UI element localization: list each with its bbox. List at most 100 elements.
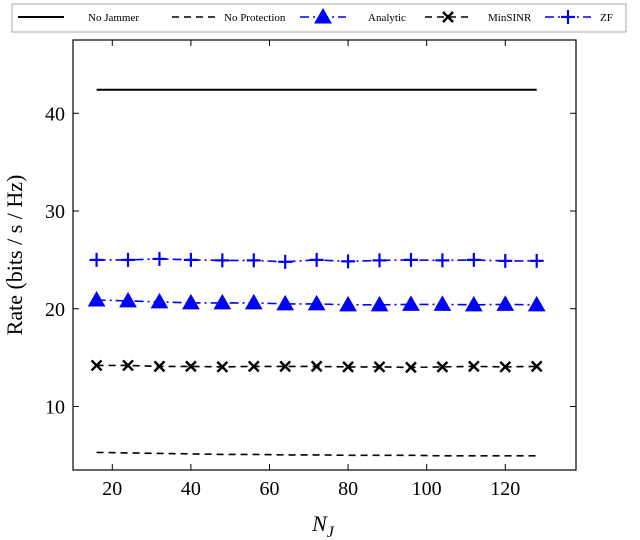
- data-point-analytic: [496, 295, 515, 311]
- data-point-zf: [152, 251, 167, 266]
- data-point-zf: [529, 253, 544, 268]
- x-marker-stroke-b: [442, 11, 454, 23]
- data-point-analytic: [244, 293, 263, 310]
- series-line-analytic: [96, 299, 537, 306]
- data-point-minsinr: [279, 360, 292, 373]
- data-point-zf: [89, 252, 104, 267]
- x-marker-stroke-b: [279, 360, 292, 373]
- data-point-zf: [403, 252, 418, 267]
- legend-label-no-jammer: No Jammer: [88, 12, 139, 24]
- series-line-zf: [96, 258, 537, 263]
- legend-entry-minsinr: MinSINR: [425, 11, 532, 24]
- x-axis-label: NJ: [311, 511, 335, 540]
- data-point-zf: [372, 253, 387, 268]
- data-point-minsinr: [530, 360, 543, 373]
- legend-marker-analytic: [314, 7, 332, 24]
- series-no-protection: [96, 451, 537, 457]
- legend-label-no-protection: No Protection: [224, 12, 286, 24]
- data-point-analytic: [307, 294, 326, 311]
- series-line-no-protection: [96, 451, 537, 457]
- data-point-analytic: [339, 295, 357, 312]
- data-point-analytic: [402, 295, 420, 311]
- x-marker-stroke-b: [185, 360, 197, 373]
- data-point-zf: [466, 252, 481, 267]
- x-tick-label: 20: [102, 478, 122, 500]
- x-marker-stroke-b: [216, 361, 229, 373]
- axis-ticks: 20 40 60 80 100 120 10 20 30 40: [45, 40, 576, 500]
- series-group: [87, 88, 546, 457]
- data-point-minsinr: [247, 360, 260, 373]
- series-analytic: [87, 290, 546, 312]
- x-marker-stroke-b: [310, 360, 323, 373]
- data-point-minsinr: [90, 359, 103, 372]
- legend-entry-no-jammer: No Jammer: [18, 12, 139, 24]
- data-point-analytic: [213, 293, 232, 310]
- y-tick-label: 40: [45, 103, 65, 125]
- x-marker-stroke-b: [530, 360, 543, 373]
- legend: No Jammer No Protection Analytic MinSINR ZF: [11, 3, 627, 33]
- data-point-minsinr: [467, 360, 480, 373]
- data-point-zf: [498, 253, 513, 268]
- x-marker-stroke-b: [90, 359, 103, 372]
- legend-marker-zf: [561, 10, 575, 24]
- legend-entry-zf: ZF: [545, 10, 613, 24]
- y-axis-label: Rate (bits / s / Hz): [2, 175, 27, 336]
- data-point-zf: [341, 254, 356, 269]
- x-tick-label: 80: [338, 478, 358, 500]
- data-point-zf: [121, 252, 136, 267]
- data-point-analytic: [276, 294, 295, 311]
- x-marker-stroke-b: [499, 361, 512, 373]
- data-point-zf: [278, 254, 293, 269]
- data-point-minsinr: [405, 361, 417, 374]
- data-point-zf: [435, 253, 450, 268]
- x-marker-stroke-b: [436, 361, 449, 373]
- data-point-minsinr: [342, 361, 354, 373]
- data-point-zf: [183, 252, 198, 267]
- x-marker-stroke-b: [122, 359, 134, 372]
- data-point-analytic: [464, 295, 483, 312]
- legend-marker-minsinr: [442, 11, 454, 23]
- data-point-minsinr: [436, 361, 449, 373]
- legend-entry-no-protection: No Protection: [172, 12, 286, 24]
- data-point-minsinr: [153, 360, 166, 373]
- x-axis-label-main: N: [311, 511, 328, 536]
- legend-label-zf: ZF: [600, 12, 613, 24]
- x-tick-label: 120: [490, 478, 520, 500]
- data-point-minsinr: [216, 361, 229, 373]
- data-point-zf: [309, 252, 324, 267]
- data-point-analytic: [150, 292, 169, 309]
- legend-label-analytic: Analytic: [368, 12, 406, 24]
- x-axis-label-subscript: J: [327, 524, 335, 540]
- data-point-minsinr: [185, 360, 197, 373]
- x-marker-stroke-b: [342, 361, 354, 373]
- data-point-minsinr: [310, 360, 323, 373]
- data-point-analytic: [119, 291, 137, 308]
- data-point-analytic: [527, 295, 546, 312]
- data-point-analytic: [182, 293, 200, 310]
- y-tick-label: 20: [45, 299, 65, 321]
- data-point-minsinr: [373, 361, 386, 373]
- x-marker-stroke-b: [373, 361, 386, 373]
- data-point-analytic: [433, 295, 452, 311]
- legend-entry-analytic: Analytic: [300, 7, 406, 24]
- x-marker-stroke-b: [153, 360, 166, 373]
- data-point-zf: [246, 253, 261, 268]
- x-tick-label: 40: [181, 478, 201, 500]
- series-zf: [89, 251, 544, 269]
- x-marker-stroke-b: [467, 360, 480, 373]
- x-tick-label: 100: [412, 478, 442, 500]
- legend-label-minsinr: MinSINR: [488, 12, 532, 24]
- data-point-zf: [215, 253, 230, 268]
- y-tick-label: 10: [45, 396, 65, 418]
- data-point-analytic: [87, 290, 106, 307]
- plot-area-frame: [72, 39, 577, 471]
- x-marker-stroke-b: [405, 361, 417, 374]
- data-point-minsinr: [499, 361, 512, 373]
- x-marker-stroke-b: [247, 360, 260, 373]
- data-point-analytic: [370, 295, 389, 312]
- series-minsinr: [90, 359, 543, 374]
- x-tick-label: 60: [259, 478, 279, 500]
- y-tick-label: 30: [45, 201, 65, 223]
- data-point-minsinr: [122, 359, 134, 372]
